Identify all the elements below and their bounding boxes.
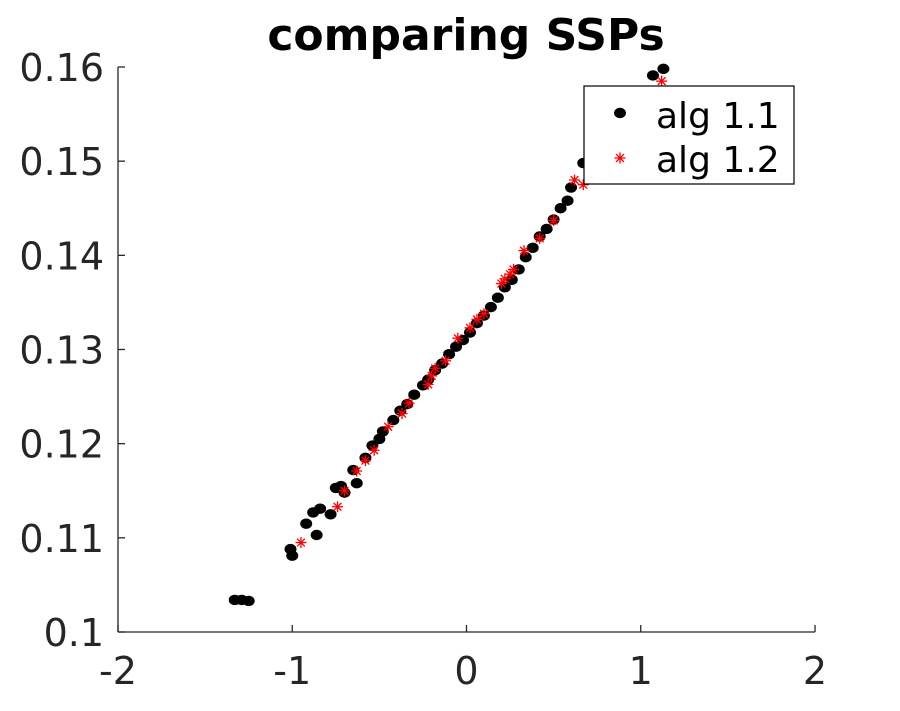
legend-asterisk [614, 152, 626, 164]
plot-area [228, 63, 670, 607]
y-tick-label: 0.12 [19, 423, 104, 467]
x-tick-label: 2 [803, 649, 827, 693]
y-tick-label: 0.14 [19, 234, 104, 278]
data-point-alg-1-2 [396, 408, 408, 420]
data-point-alg-1-2 [422, 378, 434, 390]
legend-marker-alg-1-1 [614, 107, 626, 119]
legend-marker-alg-1-2 [614, 152, 626, 164]
data-point-alg-1-1 [450, 341, 463, 352]
x-tick-label: 1 [629, 649, 653, 693]
y-tick-label: 0.11 [19, 517, 104, 561]
data-point-alg-1-1 [324, 509, 337, 520]
data-point-alg-1-2 [452, 332, 464, 344]
data-point-alg-1-1 [457, 334, 470, 346]
data-point-alg-1-1 [484, 301, 497, 313]
data-point-alg-1-1 [526, 242, 539, 253]
x-tick-label: -1 [273, 649, 311, 693]
axes: -2 -1 0 1 2 0.1 0.11 0.12 0.13 0.14 0.15 0.16 [19, 46, 827, 693]
data-point-alg-1-2 [339, 485, 351, 497]
data-point-alg-1-2 [295, 537, 307, 549]
x-tick-label: 0 [454, 649, 478, 693]
data-point-alg-1-2 [495, 278, 507, 290]
data-point-alg-1-2 [471, 313, 483, 325]
data-point-alg-1-2 [382, 421, 394, 433]
data-point-alg-1-2 [518, 245, 530, 257]
data-point-alg-1-1 [408, 389, 421, 400]
data-point-alg-1-2 [499, 273, 511, 285]
y-tick-label: 0.1 [44, 611, 104, 655]
legend-label-alg-1-2: alg 1.2 [656, 140, 780, 181]
data-point-alg-1-1 [561, 195, 574, 206]
data-point-alg-1-2 [368, 444, 380, 456]
data-point-alg-1-1 [300, 518, 313, 529]
x-tick-label: -2 [99, 649, 137, 693]
data-point-alg-1-2 [429, 362, 441, 374]
data-point-alg-1-2 [403, 397, 415, 409]
data-point-alg-1-1 [646, 70, 659, 81]
data-point-alg-1-1 [554, 203, 567, 214]
data-point-alg-1-1 [314, 503, 327, 514]
y-tick-label: 0.13 [19, 329, 104, 373]
y-tick-label: 0.15 [19, 140, 104, 184]
legend: alg 1.1 alg 1.2 [583, 85, 795, 185]
data-point-alg-1-2 [359, 455, 371, 467]
data-point-alg-1-1 [242, 595, 255, 607]
data-point-alg-1-2 [548, 214, 560, 226]
data-point-alg-1-1 [286, 550, 299, 561]
data-point-alg-1-2 [656, 75, 668, 87]
data-point-alg-1-1 [657, 63, 670, 75]
data-point-alg-1-2 [534, 232, 546, 244]
legend-box [583, 85, 795, 185]
data-point-alg-1-1 [387, 414, 400, 426]
data-point-alg-1-2 [351, 465, 363, 477]
chart-title: comparing SSPs [267, 10, 664, 61]
data-point-alg-1-2 [464, 322, 476, 334]
data-point-alg-1-1 [519, 252, 532, 263]
data-point-alg-1-1 [540, 223, 553, 235]
data-point-alg-1-2 [440, 355, 452, 367]
y-tick-label: 0.16 [19, 46, 104, 90]
data-point-alg-1-2 [569, 174, 581, 186]
legend-label-alg-1-1: alg 1.1 [656, 96, 780, 137]
data-point-alg-1-1 [350, 478, 363, 489]
data-point-alg-1-2 [478, 308, 490, 320]
data-point-alg-1-1 [310, 529, 323, 541]
data-point-alg-1-2 [508, 263, 520, 275]
data-point-alg-1-2 [332, 501, 344, 513]
data-point-alg-1-1 [491, 292, 504, 303]
